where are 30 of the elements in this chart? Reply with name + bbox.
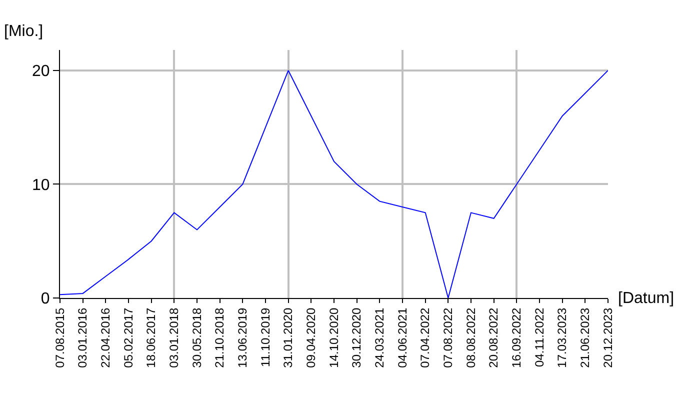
x-tick-label: 07.08.2022 bbox=[441, 307, 456, 368]
x-tick-label: 09.04.2020 bbox=[304, 307, 318, 368]
x-tick-label: 21.10.2018 bbox=[212, 307, 227, 368]
x-tick-label: 20.12.2023 bbox=[600, 307, 615, 368]
x-tick-label: 11.10.2019 bbox=[258, 307, 272, 367]
x-tick-label: 07.04.2022 bbox=[418, 307, 432, 368]
x-tick-label: 22.04.2016 bbox=[98, 307, 113, 368]
x-tick-label: 07.08.2015 bbox=[52, 307, 67, 368]
x-tick-label: 05.02.2017 bbox=[121, 307, 136, 368]
x-tick-label: 03.01.2018 bbox=[167, 307, 182, 368]
x-tick-label: 30.05.2018 bbox=[190, 307, 204, 368]
x-tick-label: 24.03.2021 bbox=[372, 307, 387, 368]
x-tick-label: 13.06.2019 bbox=[236, 307, 250, 368]
x-tick-label: 30.12.2020 bbox=[350, 307, 364, 368]
x-tick-label: 21.06.2023 bbox=[578, 307, 592, 368]
x-tick-label: 16.09.2022 bbox=[510, 307, 524, 368]
x-tick-label: 17.03.2023 bbox=[555, 307, 570, 368]
x-tick-label: 08.08.2022 bbox=[464, 307, 478, 368]
y-tick-label: 10 bbox=[32, 176, 50, 194]
x-axis-title: [Datum] bbox=[618, 290, 674, 307]
y-axis-title: [Mio.] bbox=[4, 23, 44, 40]
x-tick-label: 04.06.2021 bbox=[395, 307, 410, 368]
x-tick-label: 31.01.2020 bbox=[281, 307, 296, 368]
y-tick-label: 0 bbox=[40, 290, 50, 308]
x-tick-label: 04.11.2022 bbox=[532, 307, 546, 367]
x-tick-label: 14.10.2020 bbox=[326, 307, 341, 368]
y-tick-label: 20 bbox=[32, 63, 50, 80]
x-tick-label: 18.06.2017 bbox=[144, 307, 158, 368]
x-tick-label: 03.01.2016 bbox=[76, 307, 90, 368]
x-tick-label: 20.08.2022 bbox=[486, 307, 501, 368]
